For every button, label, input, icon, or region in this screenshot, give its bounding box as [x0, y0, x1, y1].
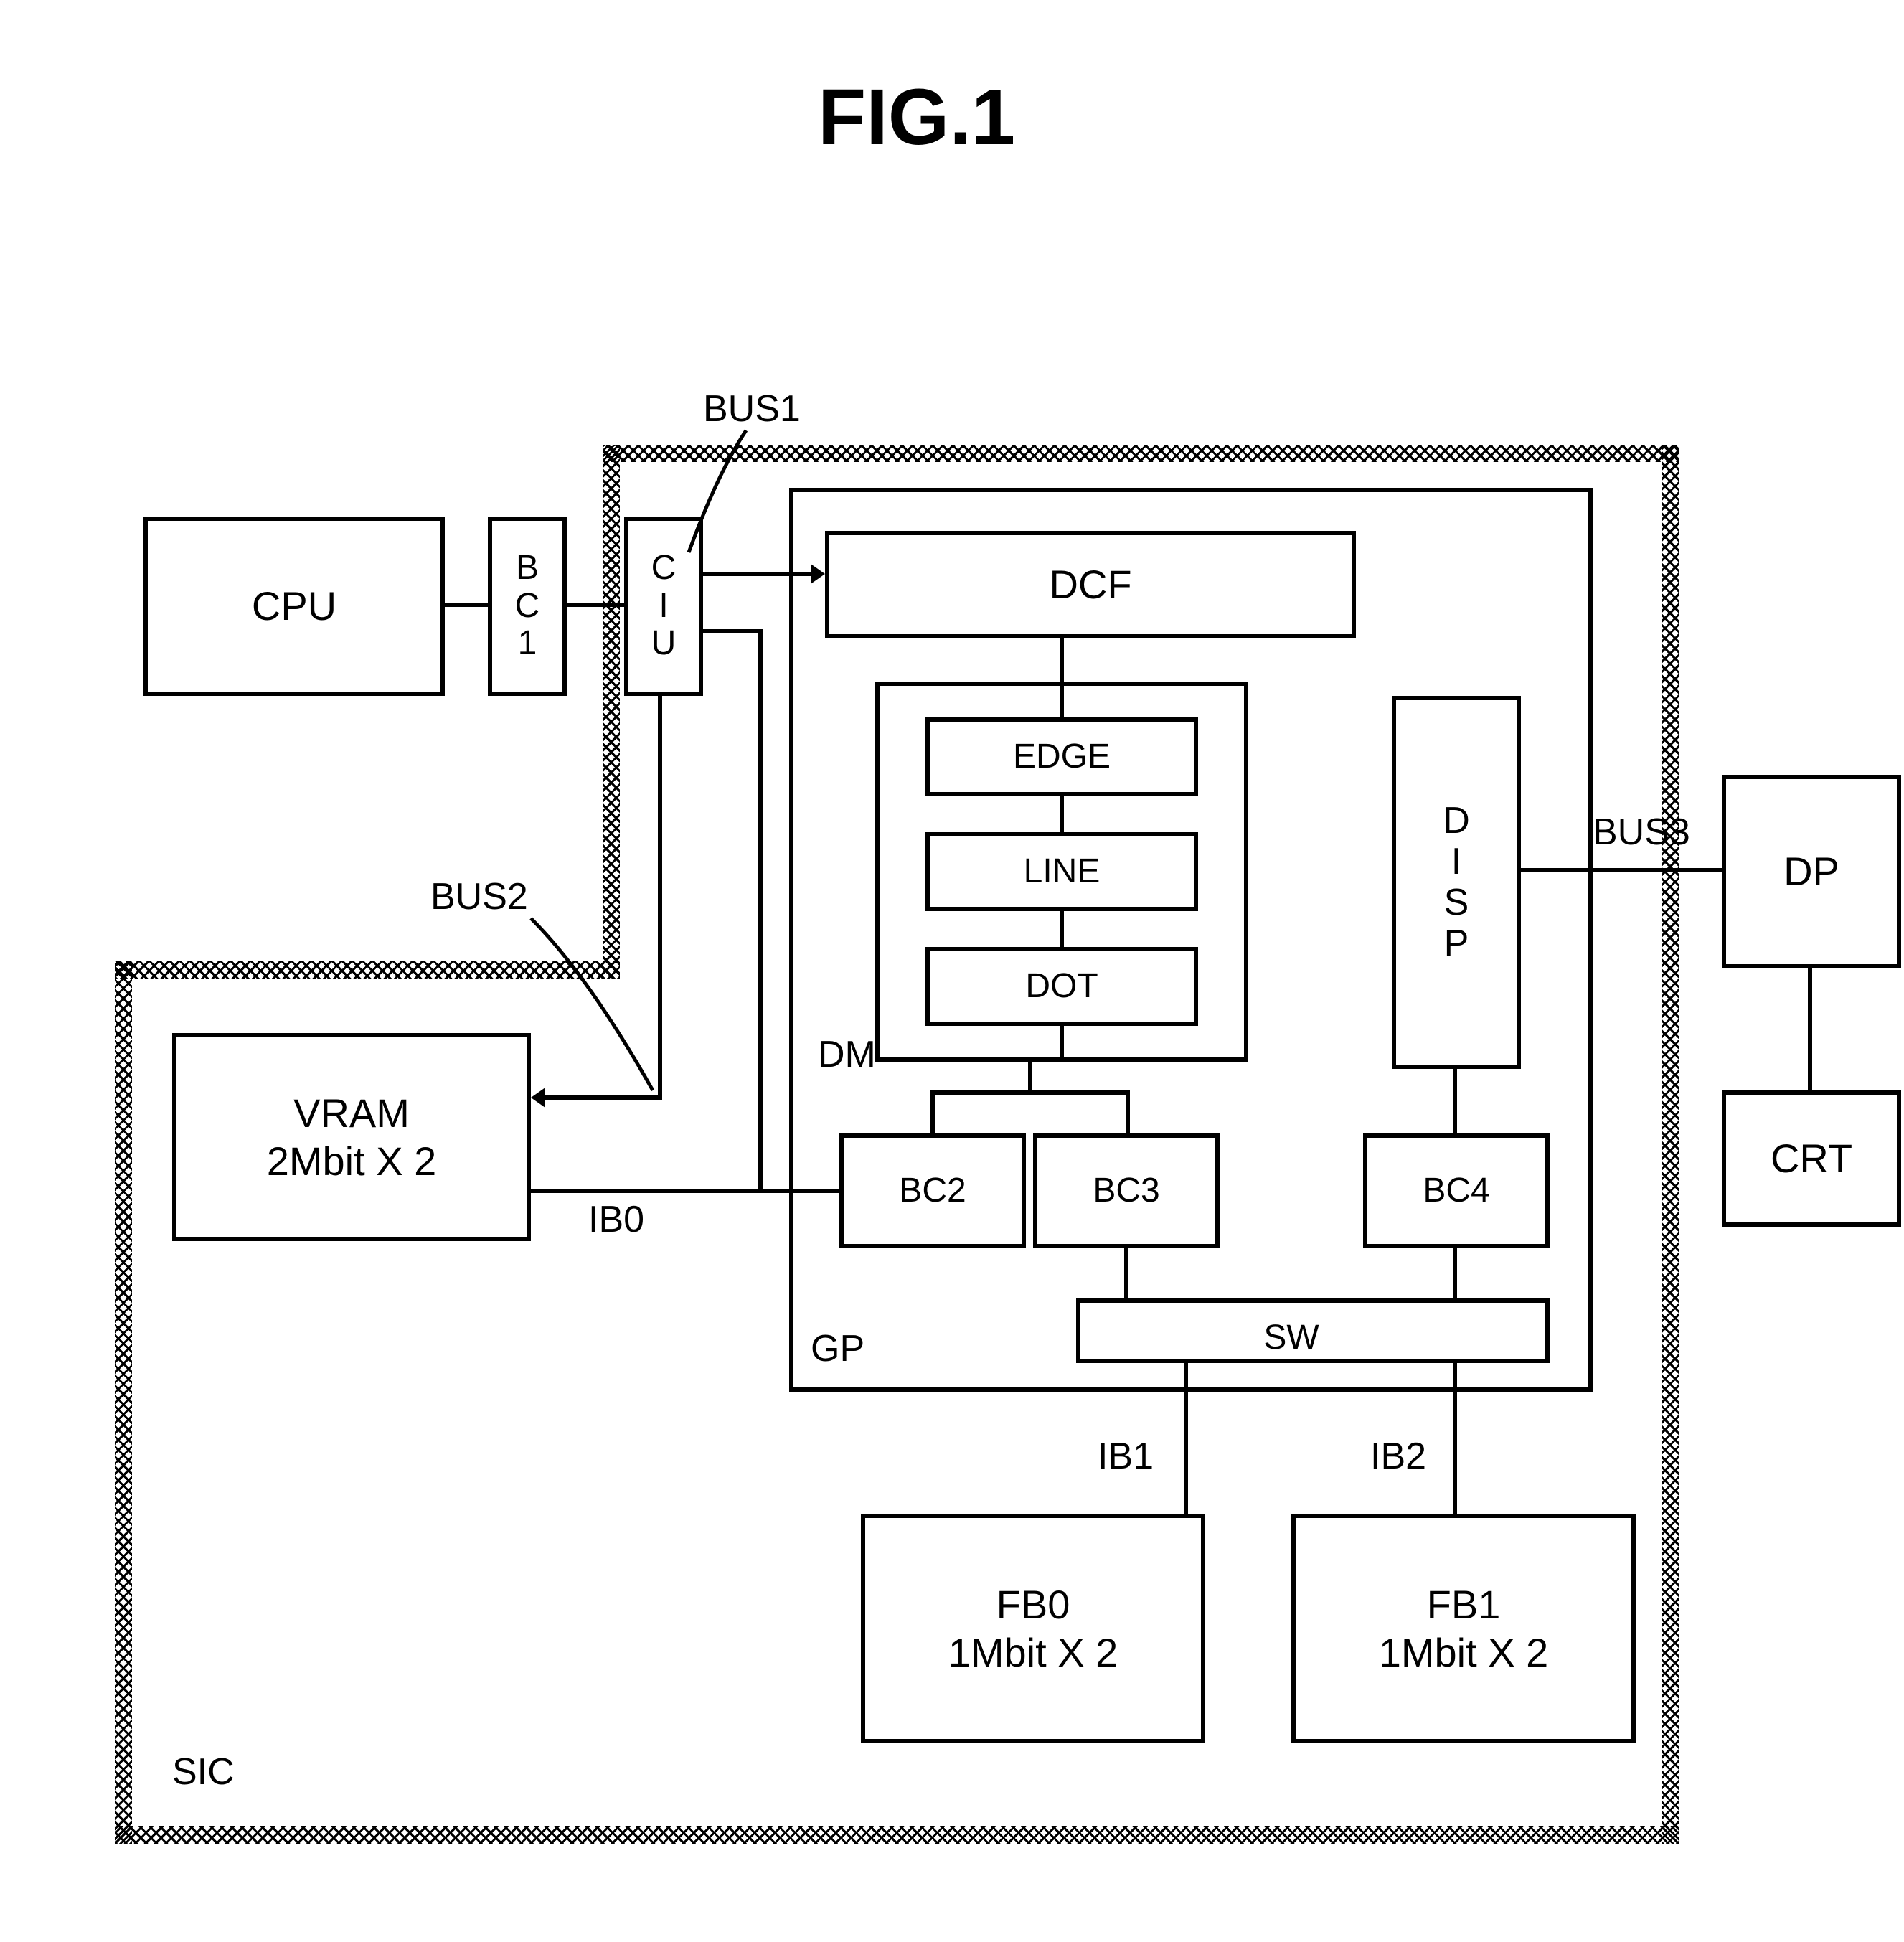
- dp-label: DP: [1783, 847, 1839, 895]
- cpu-label: CPU: [252, 582, 336, 630]
- gp-label: GP: [811, 1327, 864, 1370]
- bc1-label: B C 1: [515, 550, 540, 663]
- edge-sw-fb1: [1453, 1363, 1457, 1514]
- edge-block: EDGE: [925, 717, 1198, 796]
- edge-bc3-sw: [1124, 1248, 1128, 1298]
- bc3-block: BC3: [1033, 1133, 1220, 1248]
- bus3-label: BUS3: [1593, 811, 1690, 854]
- vram-label2: 2Mbit X 2: [267, 1137, 437, 1185]
- edge-dcf-edge: [1060, 638, 1064, 717]
- edge-branch-h: [930, 1090, 1130, 1095]
- edge-dp-crt: [1808, 968, 1812, 1090]
- bc1-block: B C 1: [488, 517, 567, 696]
- edge-branch-bc2: [930, 1090, 935, 1133]
- bc4-block: BC4: [1363, 1133, 1550, 1248]
- edge-disp-dp: [1521, 868, 1722, 872]
- edge-dm-branch: [1028, 1062, 1032, 1094]
- dot-label: DOT: [1025, 966, 1098, 1007]
- disp-label: D I S P: [1443, 801, 1470, 965]
- bus2-leader: [531, 918, 674, 1105]
- crt-block: CRT: [1722, 1090, 1901, 1227]
- sic-border: [115, 1826, 1679, 1844]
- vram-label1: VRAM: [293, 1089, 410, 1137]
- edge-ciu-dcf: [703, 560, 825, 588]
- edge-label: EDGE: [1013, 736, 1111, 778]
- vram-block: VRAM 2Mbit X 2: [172, 1033, 531, 1241]
- edge-line-dot: [1060, 911, 1064, 947]
- cpu-block: CPU: [143, 517, 445, 696]
- edge-dot-dm: [1060, 1026, 1064, 1062]
- sw-block: SW: [1076, 1298, 1550, 1363]
- crt-label: CRT: [1771, 1134, 1852, 1182]
- fb0-label1: FB0: [996, 1580, 1070, 1628]
- ib1-label: IB1: [1098, 1435, 1154, 1478]
- edge-disp-bc4: [1453, 1069, 1457, 1133]
- figure-title: FIG.1: [818, 72, 1015, 163]
- fb1-block: FB1 1Mbit X 2: [1291, 1514, 1636, 1743]
- dot-block: DOT: [925, 947, 1198, 1026]
- edge-vram-ib0: [531, 1189, 760, 1193]
- bc4-label: BC4: [1423, 1170, 1489, 1212]
- sic-label: SIC: [172, 1750, 235, 1793]
- fb1-label2: 1Mbit X 2: [1379, 1628, 1549, 1677]
- dm-label: DM: [818, 1033, 876, 1076]
- diagram-canvas: FIG.1 CPU B C 1 C I U DCF EDGE LINE DOT: [29, 29, 1904, 1913]
- bus2-label: BUS2: [430, 875, 528, 918]
- sic-border: [603, 445, 1679, 462]
- disp-block: D I S P: [1392, 696, 1521, 1069]
- dcf-block: DCF: [825, 531, 1356, 638]
- edge-edge-line: [1060, 796, 1064, 832]
- fb0-block: FB0 1Mbit X 2: [861, 1514, 1205, 1743]
- fb0-label2: 1Mbit X 2: [948, 1628, 1118, 1677]
- ib0-label: IB0: [588, 1198, 644, 1241]
- sic-border: [1662, 445, 1679, 1844]
- bus1-label: BUS1: [703, 387, 801, 430]
- sw-label: SW: [1263, 1317, 1319, 1359]
- dp-block: DP: [1722, 775, 1901, 968]
- fb1-label1: FB1: [1427, 1580, 1501, 1628]
- line-label: LINE: [1024, 851, 1101, 892]
- bc2-label: BC2: [899, 1170, 966, 1212]
- dcf-label: DCF: [1049, 560, 1131, 608]
- bc2-block: BC2: [839, 1133, 1026, 1248]
- edge-bc4-sw: [1453, 1248, 1457, 1298]
- edge-cpu-bc1: [445, 603, 488, 607]
- edge-ciu-bc2line: [703, 617, 847, 1205]
- ib2-label: IB2: [1370, 1435, 1426, 1478]
- ciu-label: C I U: [651, 550, 677, 663]
- bc3-label: BC3: [1093, 1170, 1159, 1212]
- edge-sw-fb0: [1184, 1363, 1188, 1514]
- bus1-leader: [674, 430, 760, 560]
- edge-bc1-ciu: [567, 603, 624, 607]
- line-block: LINE: [925, 832, 1198, 911]
- sic-border: [115, 961, 132, 1844]
- edge-branch-bc3: [1126, 1090, 1130, 1133]
